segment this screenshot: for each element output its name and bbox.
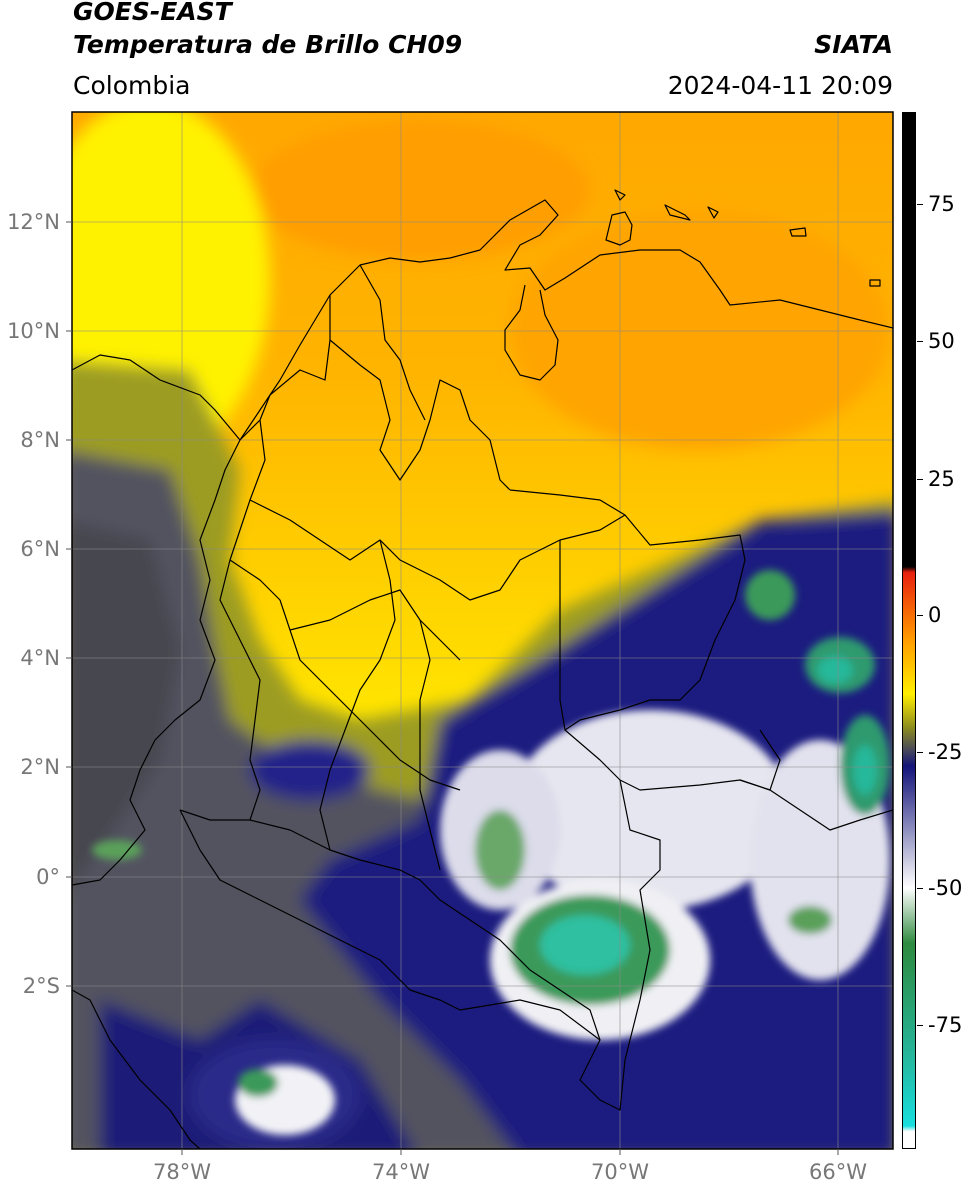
lon-label: 78°W [153,1160,211,1184]
warm-core-north [250,120,590,260]
green-core-west [475,810,525,890]
green-core-sw [238,1069,278,1097]
green-core-farwest [92,840,142,860]
title-line-2: Temperatura de Brillo CH09 [73,30,463,59]
colorbar-tick [917,615,923,616]
colorbar-label: 75 [928,192,955,216]
lat-label: 2°N [20,755,60,779]
organization-label: SIATA [814,30,893,59]
colorbar-tick [917,1025,923,1026]
colorbar-tick [917,204,923,205]
teal-core-south [540,915,630,975]
island-east [789,227,881,287]
colorbar-label: -25 [928,740,963,764]
colorbar-label: 0 [928,603,942,627]
colombia-border-east [509,489,781,791]
venezuela-brazil-border [739,779,893,831]
region-label: Colombia [73,71,191,100]
title-line-1: GOES-EAST [73,0,232,26]
lake-maracaibo-shore [504,284,559,381]
lon-label: 66°W [809,1160,867,1184]
lat-label: 0° [36,865,60,889]
colorbar-label: -50 [928,876,963,900]
colorbar-tick [917,341,923,342]
warm-core-east [510,210,890,450]
lat-label: 12°N [7,210,60,234]
lat-label: 6°N [20,537,60,561]
aruba-curacao [614,189,719,221]
pacific-darkgray [72,522,180,885]
colombia-border-south [179,779,661,1111]
green-core-north [745,570,795,620]
datetime-label: 2024-04-11 20:09 [667,71,893,100]
convective-navy-west [250,740,370,800]
lat-label: 2°S [22,974,60,998]
teal-core-ne [817,656,853,684]
lon-label: 70°W [591,1160,649,1184]
colorbar-label: 25 [928,467,955,491]
colorbar-tick [917,479,923,480]
paraguana [605,211,633,246]
teal-core-east [853,745,877,795]
lon-label: 74°W [372,1160,430,1184]
lat-label: 8°N [20,428,60,452]
peru-coastline [72,989,201,1149]
map-frame [71,111,894,1150]
lat-label: 4°N [20,646,60,670]
colorbar-label: -75 [928,1013,963,1037]
caribbean-coastline [72,199,893,441]
temperature-colorbar [902,112,916,1149]
cold-top-central [510,710,790,910]
ecuador-peru-border [179,809,601,1041]
graticule [72,112,893,1149]
lat-label: 10°N [7,319,60,343]
colorbar-tick [917,888,923,889]
pacific-coastline [72,439,241,886]
boundaries [72,189,893,1149]
axis-ticks [66,221,839,1155]
colorbar-label: 50 [928,329,955,353]
colorbar-tick [917,752,923,753]
department-borders [219,264,626,871]
green-core-se [788,906,832,934]
